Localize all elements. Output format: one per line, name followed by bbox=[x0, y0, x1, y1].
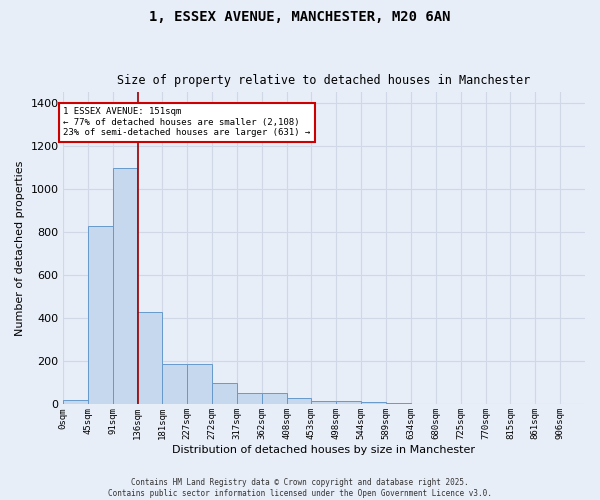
Bar bbox=[361, 402, 386, 404]
Bar bbox=[237, 392, 262, 404]
Text: Contains HM Land Registry data © Crown copyright and database right 2025.
Contai: Contains HM Land Registry data © Crown c… bbox=[108, 478, 492, 498]
Text: 1, ESSEX AVENUE, MANCHESTER, M20 6AN: 1, ESSEX AVENUE, MANCHESTER, M20 6AN bbox=[149, 10, 451, 24]
Bar bbox=[337, 401, 361, 404]
Title: Size of property relative to detached houses in Manchester: Size of property relative to detached ho… bbox=[117, 74, 530, 87]
Text: 1 ESSEX AVENUE: 151sqm
← 77% of detached houses are smaller (2,108)
23% of semi-: 1 ESSEX AVENUE: 151sqm ← 77% of detached… bbox=[63, 108, 310, 137]
Bar bbox=[113, 168, 137, 404]
Bar bbox=[88, 226, 113, 404]
Y-axis label: Number of detached properties: Number of detached properties bbox=[15, 160, 25, 336]
Bar bbox=[287, 398, 311, 404]
X-axis label: Distribution of detached houses by size in Manchester: Distribution of detached houses by size … bbox=[172, 445, 475, 455]
Bar bbox=[137, 312, 163, 404]
Bar bbox=[163, 364, 187, 405]
Bar bbox=[212, 383, 237, 404]
Bar bbox=[311, 401, 337, 404]
Bar bbox=[63, 400, 88, 404]
Bar bbox=[187, 364, 212, 405]
Bar bbox=[262, 392, 287, 404]
